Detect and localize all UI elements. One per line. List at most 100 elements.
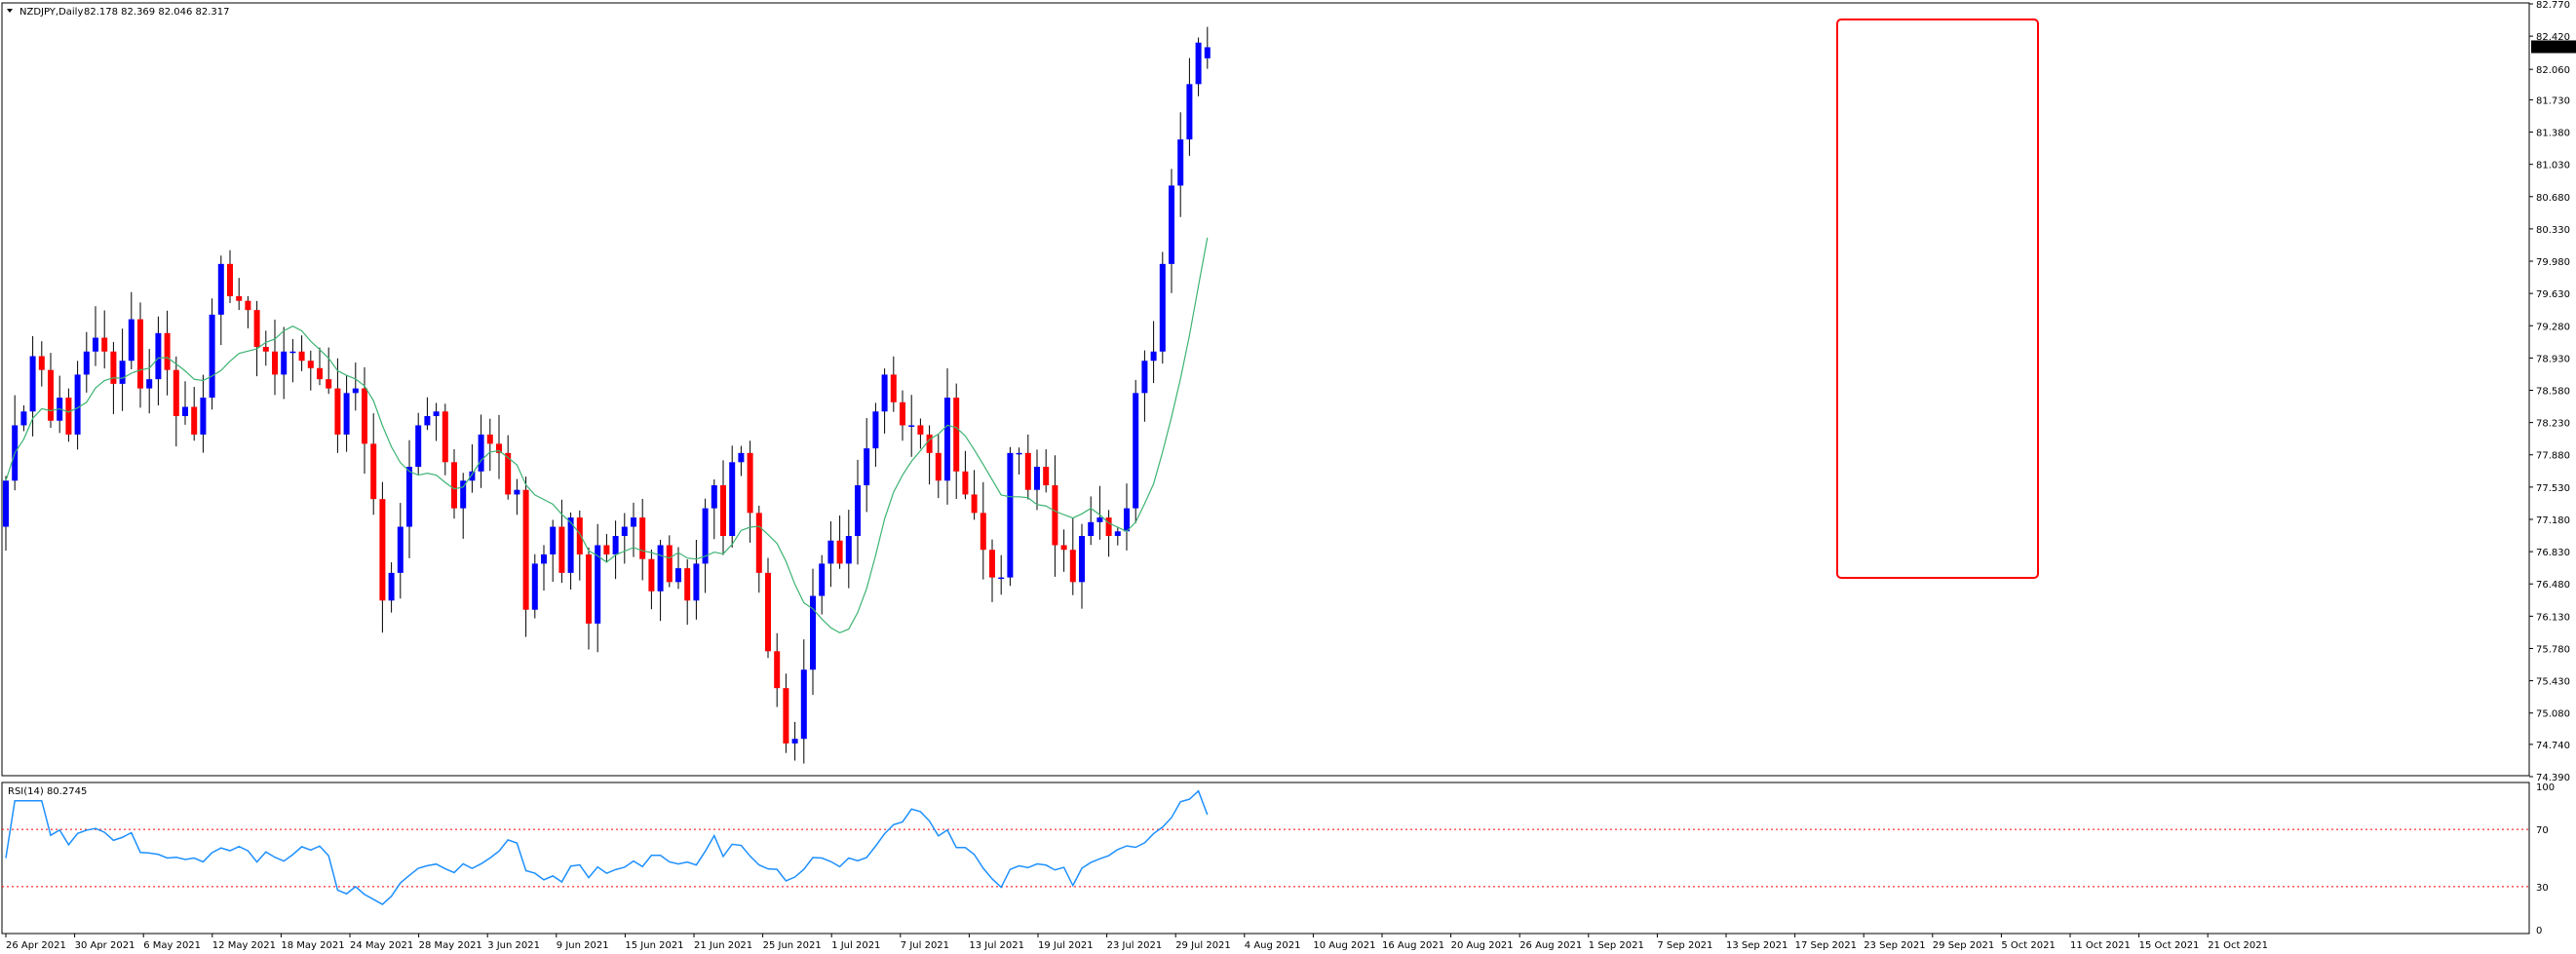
candle-bull	[631, 517, 636, 527]
candle-bear	[505, 452, 512, 495]
candle-bull	[810, 595, 816, 670]
candle-bear	[317, 367, 323, 380]
candle-bull	[397, 526, 404, 573]
date-tick-label: 21 Oct 2021	[2208, 940, 2268, 951]
candle-bull	[738, 452, 745, 463]
price-tick-label: 78.580	[2536, 387, 2570, 398]
candle-bull	[433, 411, 440, 416]
candle-bear	[648, 558, 655, 591]
price-tick-label: 81.730	[2536, 95, 2570, 106]
candle-bear	[666, 545, 673, 583]
candle-bull	[281, 351, 288, 375]
date-tick-label: 11 Oct 2021	[2070, 940, 2131, 951]
candle-bear	[236, 295, 243, 301]
current-price-tag	[2531, 40, 2576, 54]
candle-bear	[522, 489, 529, 610]
candle-bull	[872, 411, 879, 449]
date-tick-label: 23 Jul 2021	[1107, 940, 1163, 951]
candle-bull	[20, 411, 27, 426]
candle-bull	[146, 379, 153, 389]
candle-bull	[693, 563, 700, 601]
candle-bear	[917, 425, 924, 435]
candle-bull	[791, 739, 798, 744]
candle-bull	[657, 545, 664, 591]
candle-bull	[217, 263, 224, 315]
candle-bull	[612, 536, 619, 554]
candle-bear	[253, 310, 260, 348]
candle-bear	[900, 401, 905, 426]
date-tick-label: 20 Aug 2021	[1451, 940, 1514, 951]
candle-bull	[855, 484, 861, 537]
candle-bull	[702, 508, 709, 564]
price-tick-label: 81.380	[2536, 129, 2570, 139]
rsi-scale-label: 70	[2536, 825, 2549, 836]
candle-bull	[1079, 536, 1085, 583]
candle-bear	[935, 452, 942, 481]
candle-bull	[1186, 84, 1193, 140]
candle-bear	[1043, 467, 1050, 485]
candle-bull	[352, 388, 359, 394]
candle-bull	[1007, 452, 1014, 578]
moving-average-line	[5, 237, 1209, 634]
price-tick-label: 74.740	[2536, 741, 2570, 751]
price-tick-label: 75.080	[2536, 709, 2570, 720]
candle-bull	[93, 337, 98, 352]
date-tick-label: 6 May 2021	[143, 940, 201, 951]
candle-bear	[962, 471, 969, 495]
date-tick-label: 25 Jun 2021	[763, 940, 822, 951]
candle-bull	[1195, 42, 1202, 85]
candle-bear	[245, 300, 251, 311]
moving-average-layer	[5, 237, 1209, 634]
candle-bull	[1088, 521, 1095, 537]
price-tick-label: 77.530	[2536, 483, 2570, 494]
date-tick-label: 28 May 2021	[419, 940, 482, 951]
price-tick-label: 74.390	[2536, 773, 2570, 783]
rsi-scale-label: 30	[2536, 883, 2549, 894]
date-tick-label: 15 Jun 2021	[625, 940, 683, 951]
candle-bull	[729, 462, 736, 537]
date-tick-label: 1 Jul 2021	[831, 940, 880, 951]
date-tick-label: 19 Jul 2021	[1038, 940, 1094, 951]
candle-bear	[442, 411, 448, 463]
candle-bull	[182, 406, 188, 416]
date-tick-label: 1 Sep 2021	[1589, 940, 1644, 951]
candle-bull	[200, 398, 207, 435]
price-tick-label: 80.330	[2536, 225, 2570, 236]
candle-bear	[262, 347, 269, 352]
collapse-triangle-icon[interactable]	[7, 9, 13, 13]
price-tick-label: 79.630	[2536, 289, 2570, 300]
candle-bull	[1096, 517, 1103, 522]
candle-bull	[406, 467, 412, 527]
candle-bear	[486, 434, 493, 444]
candle-bull	[469, 471, 476, 481]
date-tick-label: 29 Sep 2021	[1933, 940, 1994, 951]
candle-bear	[890, 374, 897, 402]
candle-bear	[1052, 484, 1058, 546]
candle-bull	[289, 351, 296, 354]
price-tick-label: 81.030	[2536, 161, 2570, 172]
candle-bull	[944, 398, 950, 481]
candle-bear	[639, 517, 646, 559]
candle-bull	[711, 484, 717, 509]
candle-bull	[541, 553, 547, 564]
date-tick-label: 30 Apr 2021	[75, 940, 135, 951]
candles-layer	[3, 26, 1211, 764]
candle-bull	[1204, 47, 1211, 58]
current-price-label: 82.317	[2534, 43, 2568, 54]
price-pane-border	[1, 2, 2530, 777]
candle-bear	[298, 351, 305, 362]
price-tick-label: 82.420	[2536, 32, 2570, 43]
candle-bull	[1034, 467, 1040, 490]
candle-bull	[343, 393, 350, 435]
candle-bear	[1060, 545, 1067, 551]
price-tick-label: 82.770	[2536, 0, 2570, 11]
candle-bear	[926, 434, 933, 453]
price-tick-label: 78.930	[2536, 354, 2570, 364]
candle-bull	[460, 480, 467, 509]
candle-bull	[1150, 351, 1157, 362]
price-tick-label: 76.130	[2536, 612, 2570, 623]
date-tick-label: 15 Oct 2021	[2139, 940, 2200, 951]
candle-bull	[1133, 393, 1139, 509]
candle-bear	[334, 388, 341, 435]
